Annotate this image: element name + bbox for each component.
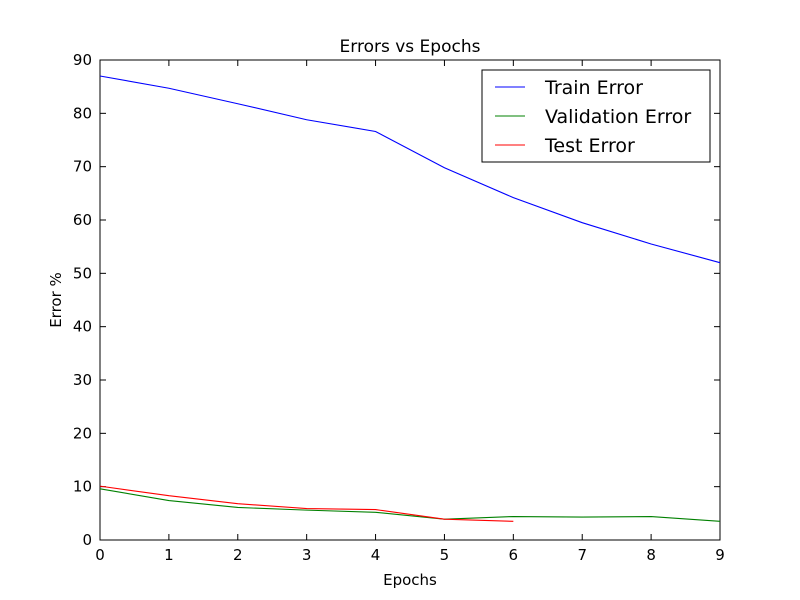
y-tick-label: 70 [73, 158, 92, 176]
x-tick-label: 8 [646, 546, 656, 564]
plot-area [99, 59, 721, 541]
legend-label: Validation Error [545, 106, 691, 128]
y-tick-label: 30 [73, 371, 92, 389]
y-axis-label: Error % [47, 272, 65, 328]
y-tick-label: 50 [73, 264, 92, 282]
x-tick-label: 6 [509, 546, 519, 564]
y-tick-label: 90 [73, 51, 92, 69]
y-tick-label: 80 [73, 104, 92, 122]
x-tick-label: 2 [233, 546, 243, 564]
x-tick-label: 9 [715, 546, 725, 564]
y-axis: 0 10 20 30 40 50 60 70 80 90 [73, 51, 720, 549]
series-line-test-error [99, 485, 514, 522]
x-tick-label: 1 [164, 546, 174, 564]
x-tick-label: 7 [577, 546, 587, 564]
x-axis-label: Epochs [383, 571, 437, 589]
x-tick-label: 3 [302, 546, 312, 564]
legend-label: Test Error [544, 135, 635, 157]
x-tick-label: 5 [440, 546, 450, 564]
legend-label: Train Error [544, 77, 643, 99]
chart-title: Errors vs Epochs [340, 37, 481, 57]
series-layer [99, 75, 721, 522]
axes-frame [99, 59, 721, 541]
x-tick-label: 4 [371, 546, 381, 564]
y-tick-label: 60 [73, 211, 92, 229]
series-line-validation-error [99, 488, 721, 522]
y-tick-label: 20 [73, 424, 92, 442]
y-tick-label: 10 [73, 478, 92, 496]
legend: Train Error Validation Error Test Error [481, 69, 711, 163]
x-axis: 0 1 2 3 4 5 6 7 8 9 [95, 60, 725, 564]
y-tick-label: 0 [82, 531, 92, 549]
x-tick-label: 0 [95, 546, 105, 564]
y-tick-label: 40 [73, 318, 92, 336]
series-line-train-error [99, 75, 721, 264]
